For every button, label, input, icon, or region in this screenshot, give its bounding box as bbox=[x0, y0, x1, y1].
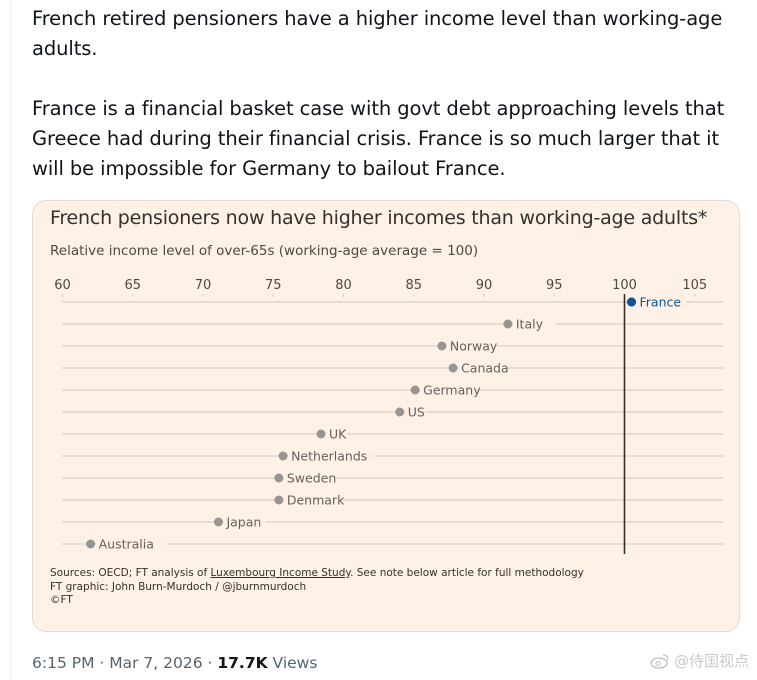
data-point bbox=[86, 539, 96, 549]
watermark-text: @侍国视点 bbox=[673, 652, 749, 670]
data-point bbox=[448, 363, 458, 373]
data-point bbox=[395, 407, 405, 417]
timestamp[interactable]: 6:15 PM · Mar 7, 2026 · bbox=[32, 654, 218, 672]
data-point bbox=[274, 473, 284, 483]
highlight-point bbox=[627, 297, 637, 307]
label-backing bbox=[512, 316, 556, 332]
label-backing bbox=[95, 536, 168, 552]
x-tick-label: 65 bbox=[124, 278, 141, 293]
x-tick-label: 80 bbox=[335, 278, 352, 293]
chart-subtitle: Relative income level of over-65s (worki… bbox=[50, 243, 479, 259]
x-tick-label: 70 bbox=[195, 278, 212, 293]
data-point-label: Italy bbox=[516, 317, 544, 332]
data-point-label: Australia bbox=[99, 537, 154, 552]
data-point-label: Denmark bbox=[287, 493, 345, 508]
source-suffix: . See note below article for full method… bbox=[350, 567, 584, 579]
data-point bbox=[503, 319, 513, 329]
source-prefix: Sources: OECD; FT analysis of bbox=[50, 567, 211, 579]
source-link[interactable]: Luxembourg Income Study bbox=[210, 567, 351, 579]
x-tick-label: 95 bbox=[546, 278, 563, 293]
data-point-label: UK bbox=[329, 427, 347, 442]
tweet-meta: 6:15 PM · Mar 7, 2026 · 17.7K Views bbox=[32, 654, 317, 672]
tweet-paragraph: French retired pensioners have a higher … bbox=[32, 7, 723, 60]
watermark: @侍国视点 bbox=[650, 650, 749, 671]
data-point bbox=[274, 495, 284, 505]
weibo-logo-icon bbox=[650, 653, 669, 669]
tweet-paragraph: France is a financial basket case with g… bbox=[32, 97, 725, 180]
label-backing bbox=[223, 514, 266, 530]
data-point-label: Norway bbox=[450, 339, 498, 354]
label-backing bbox=[326, 426, 347, 442]
copyright-line: ©FT bbox=[50, 594, 73, 606]
chart-source: Sources: OECD; FT analysis of Luxembourg… bbox=[50, 567, 584, 608]
label-backing bbox=[283, 470, 334, 486]
data-point bbox=[213, 517, 223, 527]
label-backing bbox=[636, 294, 687, 310]
timeline-divider bbox=[10, 0, 11, 680]
label-backing bbox=[446, 338, 497, 354]
data-point-label: Germany bbox=[423, 383, 481, 398]
chart-title: French pensioners now have higher income… bbox=[50, 207, 708, 229]
data-point-label: US bbox=[408, 405, 425, 420]
data-point bbox=[437, 341, 447, 351]
x-tick-label: 75 bbox=[265, 278, 282, 293]
credit-line: FT graphic: John Burn-Murdoch / @jburnmu… bbox=[50, 580, 307, 593]
tweet-text: French retired pensioners have a higher … bbox=[32, 4, 732, 184]
label-backing bbox=[458, 360, 508, 376]
data-point-label: Sweden bbox=[287, 471, 336, 486]
label-backing bbox=[283, 492, 341, 508]
data-point-label: France bbox=[640, 295, 682, 310]
data-point-label: Japan bbox=[225, 515, 261, 530]
source-line: Sources: OECD; FT analysis of Luxembourg… bbox=[50, 567, 584, 581]
views-count: 17.7K bbox=[217, 654, 268, 672]
views-label: Views bbox=[267, 654, 318, 672]
x-tick-label: 105 bbox=[682, 278, 707, 293]
data-point-label: Canada bbox=[461, 361, 509, 376]
x-tick-label: 100 bbox=[612, 278, 637, 293]
data-point bbox=[278, 451, 288, 461]
label-backing bbox=[404, 404, 426, 420]
label-backing bbox=[288, 448, 375, 464]
data-point-label: Netherlands bbox=[291, 449, 367, 464]
chart-image-card[interactable]: French pensioners now have higher income… bbox=[32, 200, 740, 632]
data-point bbox=[316, 429, 326, 439]
x-tick-label: 90 bbox=[476, 278, 493, 293]
x-tick-label: 85 bbox=[405, 278, 422, 293]
x-tick-label: 60 bbox=[54, 278, 71, 293]
data-point bbox=[410, 385, 420, 395]
label-backing bbox=[420, 382, 478, 398]
